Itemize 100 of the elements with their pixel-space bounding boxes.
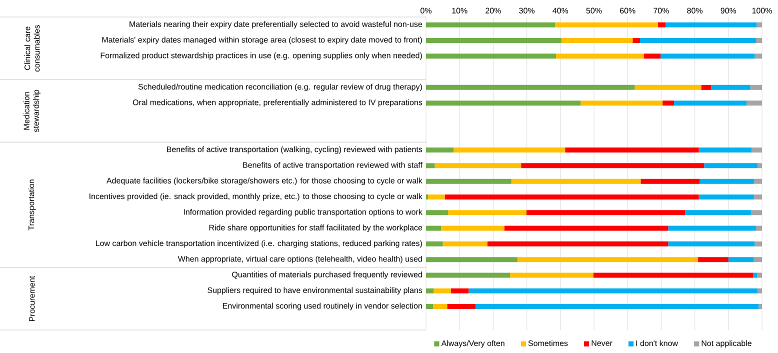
bar [640,178,700,184]
text: Medication stewardship [24,90,40,132]
bar [434,288,451,294]
x-tick-label: 60% [620,8,636,14]
bar [754,241,762,246]
bar [754,178,762,184]
x-tick-label: 40% [552,8,568,14]
bar [754,194,762,200]
bar [426,226,442,231]
x-tick-label: 90% [720,8,736,14]
bar [750,210,762,216]
bar [580,100,663,106]
bar [426,84,635,90]
bar [447,304,476,310]
bar [593,272,754,278]
y-tick-label: Materials' expiry dates managed within storage area (closest to expiry date moved to front) [102,36,422,44]
bar [640,38,756,43]
y-tick-label: Ride share opportunities for staff facilitated by the workplace [209,224,422,232]
bar [433,304,448,310]
bar [476,304,759,310]
bar [426,54,556,59]
bar [428,194,445,200]
x-tick-label: 80% [687,8,703,14]
bar [753,272,758,278]
legend-label: Never [592,340,612,346]
x-tick-label: 100% [752,8,772,14]
y-tick-label: Quantities of materials purchased frequently reviewed [232,271,422,279]
y-tick-label: Benefits of active transportation reviewed with staff [243,162,422,170]
text: Procurement [29,276,35,321]
bar [701,84,711,90]
bar [704,163,758,168]
x-tick-label: 20% [486,8,501,14]
legend-label: Not applicable [702,340,752,348]
legend-label: I don't know [636,340,678,346]
bar [468,288,758,294]
y-tick-label: Environmental scoring used routinely in vendor selection [223,302,422,310]
bar [426,163,435,168]
bar [526,210,686,216]
bar [728,257,754,262]
bar [757,272,762,278]
bar [441,226,504,231]
y-tick-label: Suppliers required to have environmental sustainability plans [208,287,422,295]
bar [517,257,698,262]
bar [698,257,728,262]
bar [426,210,448,216]
x-tick-label: 70% [654,8,669,14]
bar [750,84,762,90]
bar [487,241,668,246]
y-tick-label: Oral medications, when appropriate, preferentially administered to IV preparations [132,99,422,107]
bar [565,148,699,153]
legend-label: Sometimes [528,340,568,346]
bar [658,22,666,28]
bar [756,22,762,28]
bar [434,163,522,168]
bar [426,241,443,246]
bar [426,148,454,153]
y-tick-label: Materials nearing their expiry date preferentially selected to avoid wasteful non-use [130,21,422,29]
bar [511,178,641,184]
bar [426,100,581,106]
bar [666,22,757,28]
bar [555,22,658,28]
bar [754,257,762,262]
bar [561,38,633,43]
x-tick-label: 10% [452,8,468,14]
bar [426,22,556,28]
bar [444,194,699,200]
bar [448,210,526,216]
bar [758,163,762,168]
y-tick-label: Incentives provided (ie. snack provided, monthly prize, etc.) to those choosing to cycle or walk [90,193,422,201]
bar [752,148,762,153]
bar [634,84,702,90]
bar [698,148,752,153]
bar [754,54,762,59]
y-tick-label: Benefits of active transportation (walking, cycling) reviewed with patients [167,146,422,154]
y-tick-label: Adequate facilities (lockers/bike storage/showers etc.) for those choosing to cycle or walk [106,178,422,186]
y-tick-label: When appropriate, virtual care options (telehealth, video health) used [178,256,422,264]
bar [426,304,434,310]
bar [710,84,750,90]
bar [442,241,488,246]
bar [426,257,518,262]
bar [674,100,747,106]
bar [662,100,674,106]
bar [450,288,469,294]
bar [521,163,704,168]
bar [644,54,661,59]
bar [426,178,512,184]
x-tick-label: 50% [586,8,602,14]
bar [426,272,510,278]
bar [756,38,762,43]
bar [668,226,756,231]
bar [454,148,566,153]
bar [756,226,762,231]
bar [758,288,762,294]
y-tick-label: Information provided regarding public transportation options to work [184,208,422,216]
text: Clinical care consumables [24,25,40,72]
bar [758,304,762,310]
x-tick-label: 0% [420,8,432,14]
bar [426,38,562,43]
x-tick-label: 30% [519,8,535,14]
bar [700,178,754,184]
